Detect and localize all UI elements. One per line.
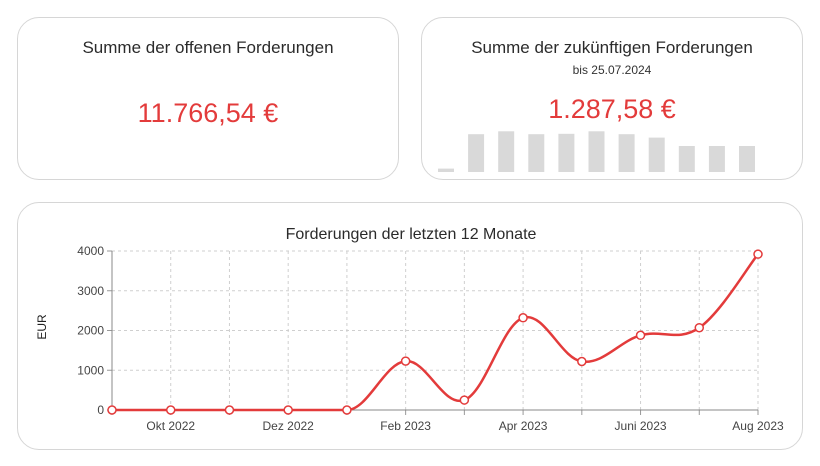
y-tick-label: 1000 xyxy=(77,363,104,377)
future-bar xyxy=(468,134,485,172)
chart-tick-labels: 0 1000 2000 3000 4000 Okt 2022 Dez 2022 Feb 202… xyxy=(77,244,784,433)
x-tick-label: Apr 2023 xyxy=(499,419,548,433)
x-tick-label: Dez 2022 xyxy=(262,419,314,433)
future-bar xyxy=(558,133,575,172)
future-receivables-card: Summe der zukünftigen Forderungen bis 25… xyxy=(421,17,803,180)
future-bar xyxy=(648,137,665,172)
chart-data-points[interactable] xyxy=(107,249,763,415)
future-bar xyxy=(498,131,515,172)
chart-series-line xyxy=(111,253,759,412)
receivables-line-chart[interactable]: Forderungen der letzten 12 Monate EUR 0 1… xyxy=(18,203,804,451)
future-bar xyxy=(588,131,605,172)
future-receivables-title: Summe der zukünftigen Forderungen xyxy=(471,38,753,57)
data-point[interactable] xyxy=(518,313,528,323)
data-point[interactable] xyxy=(400,356,411,366)
data-point[interactable] xyxy=(283,405,293,415)
x-tick-label: Feb 2023 xyxy=(380,419,431,433)
data-point[interactable] xyxy=(459,395,470,405)
y-tick-label: 0 xyxy=(97,403,104,417)
y-tick-label: 2000 xyxy=(77,324,104,338)
y-tick-label: 3000 xyxy=(77,284,104,298)
future-bar xyxy=(708,146,725,172)
data-point[interactable] xyxy=(635,330,646,341)
data-point[interactable] xyxy=(753,249,763,259)
data-point[interactable] xyxy=(694,322,705,333)
open-receivables-card: Summe der offenen Forderungen 11.766,54 … xyxy=(17,17,399,180)
future-bar xyxy=(438,168,454,172)
open-receivables-amount: 11.766,54 € xyxy=(137,98,279,128)
future-receivables-amount: 1.287,58 € xyxy=(548,94,676,124)
series-line xyxy=(111,253,759,412)
x-tick-label: Okt 2022 xyxy=(146,419,195,433)
future-bar xyxy=(528,134,545,172)
future-receivables-date: bis 25.07.2024 xyxy=(572,63,652,77)
y-tick-label: 4000 xyxy=(77,244,104,258)
x-tick-label: Aug 2023 xyxy=(732,419,784,433)
data-point[interactable] xyxy=(577,356,587,367)
chart-grid xyxy=(112,250,759,410)
future-bar xyxy=(739,146,755,172)
data-point[interactable] xyxy=(107,405,117,415)
x-tick-label: Juni 2023 xyxy=(615,419,667,433)
future-bar xyxy=(678,146,695,172)
future-bar xyxy=(618,134,635,172)
data-point[interactable] xyxy=(165,405,176,415)
open-receivables-title: Summe der offenen Forderungen xyxy=(82,38,334,57)
data-point[interactable] xyxy=(224,405,235,415)
chart-y-axis-label: EUR xyxy=(35,314,49,340)
receivables-chart-card: Forderungen der letzten 12 Monate EUR 0 1… xyxy=(17,202,803,450)
chart-title: Forderungen der letzten 12 Monate xyxy=(286,226,537,243)
future-receivables-sparkbars xyxy=(438,131,755,172)
data-point[interactable] xyxy=(342,405,352,415)
